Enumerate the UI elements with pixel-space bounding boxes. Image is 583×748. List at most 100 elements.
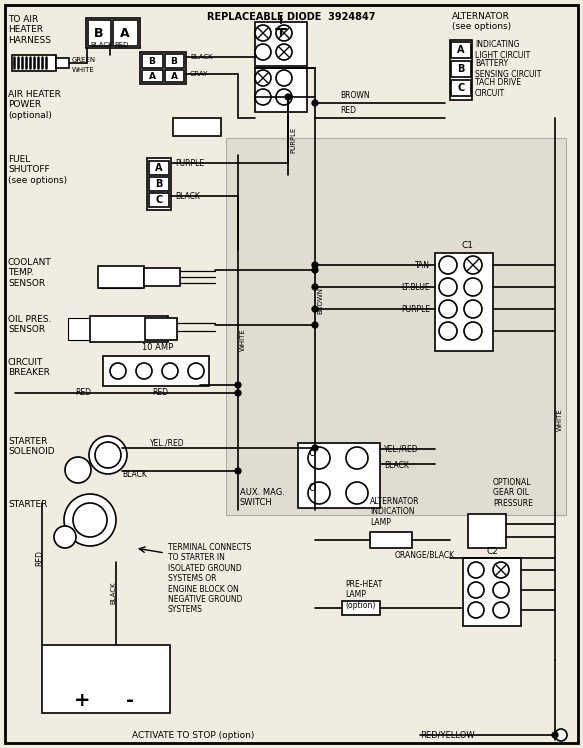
Text: BLACK: BLACK: [190, 54, 213, 60]
Circle shape: [276, 70, 292, 86]
Circle shape: [188, 363, 204, 379]
Bar: [90, 316, 168, 342]
Bar: [147, 158, 171, 210]
Circle shape: [312, 322, 318, 328]
Bar: [88, 20, 111, 46]
Bar: [435, 253, 493, 351]
Circle shape: [312, 100, 318, 105]
Bar: [165, 54, 184, 68]
Circle shape: [235, 382, 241, 387]
Text: PURPLE: PURPLE: [175, 159, 204, 168]
Text: C: C: [458, 83, 465, 93]
Polygon shape: [276, 23, 286, 29]
Circle shape: [464, 322, 482, 340]
Text: TERMINAL CONNECTS
TO STARTER IN
ISOLATED GROUND
SYSTEMS OR
ENGINE BLOCK ON
NEGAT: TERMINAL CONNECTS TO STARTER IN ISOLATED…: [168, 543, 251, 614]
Bar: [463, 558, 521, 626]
Circle shape: [276, 25, 292, 41]
Text: YEL./RED: YEL./RED: [384, 444, 419, 453]
Bar: [255, 22, 307, 66]
Text: B: B: [457, 64, 465, 74]
Text: ACTIVATE TO STOP (option): ACTIVATE TO STOP (option): [132, 731, 254, 740]
Circle shape: [255, 44, 271, 60]
Text: B: B: [149, 57, 156, 66]
Bar: [226, 138, 566, 515]
Circle shape: [255, 70, 271, 86]
Bar: [106, 268, 111, 288]
Text: RED: RED: [340, 106, 356, 115]
Circle shape: [255, 25, 271, 41]
Text: RED: RED: [152, 388, 168, 397]
Text: TO AIR
HEATER
HARNESS: TO AIR HEATER HARNESS: [8, 15, 51, 45]
Text: A: A: [155, 163, 163, 173]
Bar: [451, 42, 471, 58]
Circle shape: [439, 278, 457, 296]
Text: ALTERNATOR
(see options): ALTERNATOR (see options): [452, 12, 511, 31]
Circle shape: [468, 562, 484, 578]
Bar: [100, 268, 105, 288]
Text: BLACK: BLACK: [384, 461, 409, 470]
Circle shape: [464, 256, 482, 274]
Circle shape: [312, 267, 318, 273]
Circle shape: [65, 457, 91, 483]
Text: BROWN: BROWN: [340, 91, 370, 100]
Text: STARTER: STARTER: [8, 500, 47, 509]
Bar: [144, 268, 180, 286]
Circle shape: [285, 94, 291, 99]
Bar: [112, 268, 117, 288]
Text: 10 AMP: 10 AMP: [142, 343, 174, 352]
Text: B: B: [94, 26, 104, 40]
Circle shape: [552, 732, 558, 738]
Bar: [98, 266, 144, 288]
Bar: [145, 318, 177, 340]
Bar: [298, 443, 380, 508]
Text: REPLACEABLE DIODE  3924847: REPLACEABLE DIODE 3924847: [207, 12, 375, 22]
Bar: [136, 268, 141, 288]
Circle shape: [64, 494, 116, 546]
Bar: [86, 18, 140, 48]
Text: O: O: [308, 483, 316, 493]
Bar: [42, 645, 170, 713]
Text: RED/YELLOW: RED/YELLOW: [420, 731, 475, 740]
Circle shape: [312, 284, 318, 289]
Circle shape: [276, 89, 292, 105]
Circle shape: [255, 89, 271, 105]
Text: BLACK: BLACK: [110, 582, 116, 604]
Bar: [103, 356, 209, 386]
Text: PURPLE: PURPLE: [290, 127, 296, 153]
Bar: [56, 58, 69, 68]
Text: TACH DRIVE
CIRCUIT: TACH DRIVE CIRCUIT: [475, 79, 521, 98]
Circle shape: [235, 468, 241, 473]
Text: GREEN: GREEN: [72, 57, 96, 63]
Text: BLACK: BLACK: [175, 191, 200, 200]
Circle shape: [464, 278, 482, 296]
Bar: [468, 514, 506, 548]
Circle shape: [73, 503, 107, 537]
Text: AUX. MAG.
SWITCH: AUX. MAG. SWITCH: [240, 488, 285, 507]
Circle shape: [493, 602, 509, 618]
Text: BLACK: BLACK: [90, 42, 113, 48]
Bar: [149, 193, 169, 207]
Text: A: A: [120, 26, 130, 40]
Bar: [173, 118, 221, 136]
Text: COOLANT
TEMP.
SENSOR: COOLANT TEMP. SENSOR: [8, 258, 52, 288]
Bar: [12, 55, 56, 71]
Circle shape: [439, 256, 457, 274]
Bar: [118, 268, 123, 288]
Bar: [140, 52, 186, 84]
Circle shape: [89, 436, 127, 474]
Text: A: A: [149, 72, 156, 81]
Circle shape: [439, 322, 457, 340]
Bar: [165, 70, 184, 82]
Circle shape: [110, 363, 126, 379]
Bar: [124, 268, 129, 288]
Circle shape: [312, 263, 318, 268]
Bar: [113, 20, 138, 46]
Text: BLACK: BLACK: [122, 470, 147, 479]
Text: OIL PRES.
SENSOR: OIL PRES. SENSOR: [8, 315, 51, 334]
Circle shape: [464, 300, 482, 318]
Circle shape: [312, 445, 318, 451]
Bar: [451, 80, 471, 96]
Bar: [149, 177, 169, 191]
Text: C1: C1: [462, 241, 474, 250]
Text: RED: RED: [114, 42, 128, 48]
